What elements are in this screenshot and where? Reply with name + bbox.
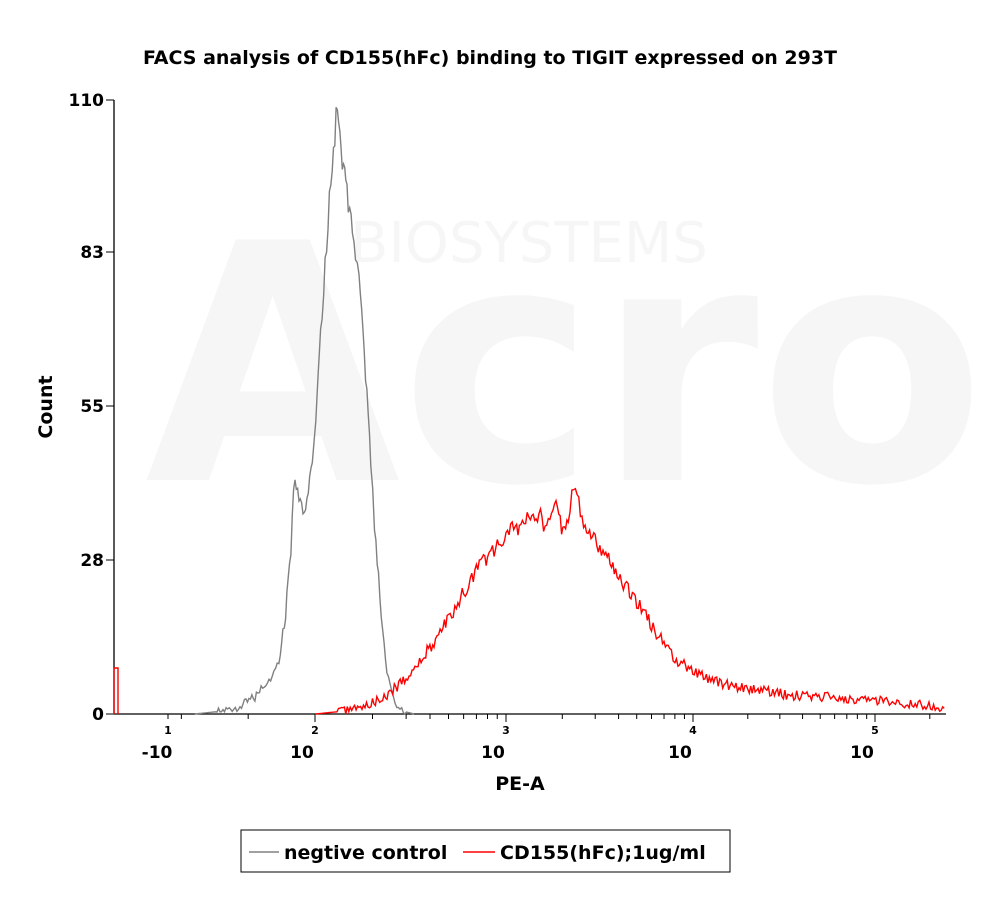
- chart-title: FACS analysis of CD155(hFc) binding to T…: [143, 47, 837, 69]
- y-ticks: 0 28 55 83 110: [69, 91, 114, 725]
- series-layer: [113, 106, 945, 716]
- legend: negtive control CD155(hFc);1ug/ml: [240, 829, 731, 873]
- legend-label-negative-control: negtive control: [284, 842, 447, 864]
- x-tick-base: 10: [850, 743, 874, 763]
- y-tick-label: 55: [80, 397, 104, 417]
- x-tick-base: 10: [668, 743, 692, 763]
- y-tick-label: 0: [92, 705, 104, 725]
- x-tick-exponent: 5: [871, 724, 879, 737]
- y-tick-label: 28: [80, 551, 104, 571]
- x-tick-exponent: 1: [164, 724, 172, 737]
- legend-box: [240, 829, 731, 873]
- series-line-negative-control: [194, 106, 415, 716]
- x-tick-labels: -10 1 10 2 10 3 10 4 10 5: [142, 724, 879, 763]
- y-axis-label: Count: [35, 375, 57, 438]
- x-tick-base: 10: [290, 743, 314, 763]
- watermark-text: BIOSYSTEMS: [350, 211, 708, 276]
- underflow-bin: [113, 667, 119, 714]
- series-line-cd155: [314, 487, 945, 715]
- watermark: Acro BIOSYSTEMS: [145, 174, 985, 558]
- x-axis-label: PE-A: [495, 773, 545, 795]
- x-tick-exponent: 2: [311, 724, 319, 737]
- x-tick-base: 10: [481, 743, 505, 763]
- x-tick-exponent: 3: [502, 724, 510, 737]
- x-tick-exponent: 4: [689, 724, 697, 737]
- y-tick-label: 110: [69, 91, 105, 111]
- x-minor-ticks: [167, 714, 931, 722]
- y-tick-label: 83: [80, 243, 104, 263]
- x-tick-base: -10: [142, 743, 173, 763]
- legend-label-cd155: CD155(hFc);1ug/ml: [500, 842, 706, 864]
